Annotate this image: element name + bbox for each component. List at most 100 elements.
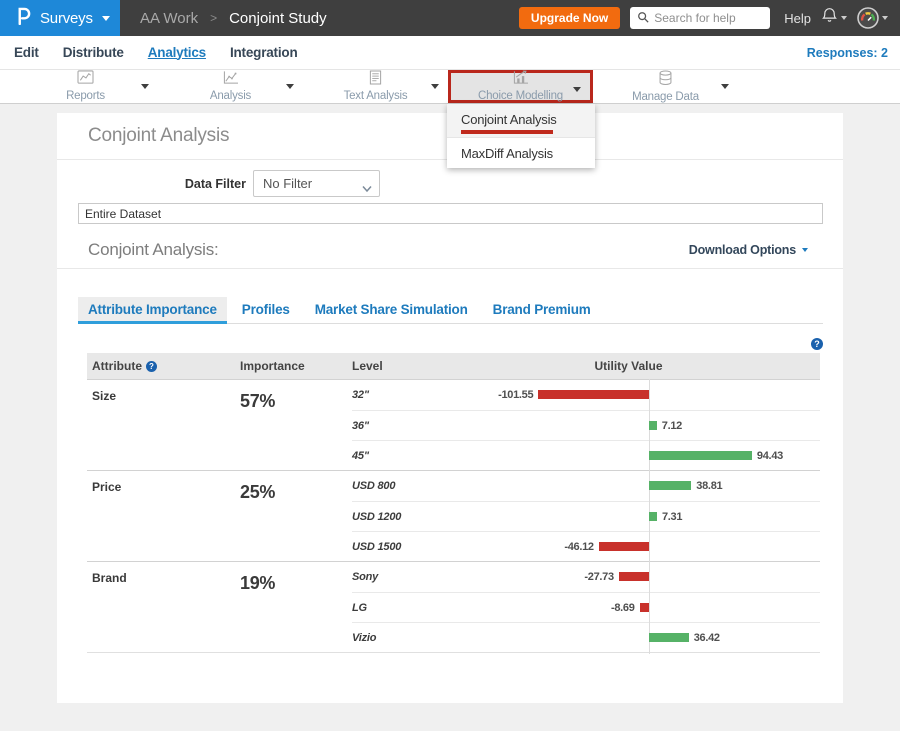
upgrade-now-button[interactable]: Upgrade Now [518, 7, 621, 29]
toolbar-item-label: Reports [66, 90, 105, 103]
attribute-group-size: Size 57% 32" -101.55 36" 7.12 45" 94.43 [87, 379, 820, 472]
nav-item-analytics[interactable]: Analytics [147, 44, 206, 60]
product-switcher[interactable]: Surveys [0, 0, 120, 36]
toolbar-item-label: Text Analysis [343, 90, 408, 103]
utility-bar-cell: 7.12 [437, 410, 820, 442]
table-header-row: Attribute? Importance Level Utility Valu… [87, 353, 820, 379]
utility-value-label: 36.42 [693, 632, 720, 644]
toolbar-item-label: Manage Data [632, 90, 699, 103]
table-help-icon[interactable]: ? [811, 338, 823, 350]
chevron-down-icon [362, 181, 372, 193]
utility-value-label: 94.43 [756, 450, 783, 462]
chevron-down-icon[interactable] [431, 84, 439, 89]
breadcrumb-folder[interactable]: AA Work [140, 9, 199, 27]
level-name: Sony [352, 571, 379, 583]
chevron-down-icon [802, 248, 808, 252]
importance-value: 57% [240, 391, 276, 411]
toolbar-item-label: Choice Modelling [477, 90, 563, 103]
utility-value-label: 38.81 [696, 480, 723, 492]
toolbar-item-label: Analysis [209, 90, 252, 103]
column-header-level: Level [352, 359, 383, 373]
download-options-button[interactable]: Download Options [689, 243, 808, 257]
nav-item-edit[interactable]: Edit [14, 44, 39, 60]
responses-count[interactable]: Responses: 2 [806, 45, 888, 60]
chevron-down-icon [882, 16, 888, 20]
utility-value-label: -101.55 [498, 389, 534, 401]
level-name: Vizio [352, 632, 377, 644]
chevron-down-icon[interactable] [721, 84, 729, 89]
importance-value: 19% [240, 573, 276, 593]
positive-utility-bar [649, 451, 752, 460]
level-row: USD 800 38.81 [352, 470, 820, 502]
nav-item-distribute[interactable]: Distribute [62, 44, 124, 60]
product-menu-label: Surveys [40, 9, 93, 27]
toolbar-item-analysis[interactable]: Analysis [158, 70, 303, 103]
level-row: 45" 94.43 [352, 440, 820, 472]
divider [57, 268, 843, 269]
attribute-help-icon[interactable]: ? [146, 360, 157, 372]
level-name: USD 1500 [352, 541, 402, 553]
utility-bar-cell: -27.73 [437, 561, 820, 593]
bell-icon [821, 7, 838, 29]
analytics-toolbar: Reports Analysis Text Analysis Choice Model… [0, 70, 900, 104]
help-link[interactable]: Help [784, 10, 811, 26]
column-header-utility: Utility Value [594, 359, 663, 373]
tab-profiles[interactable]: Profiles [241, 302, 290, 317]
toolbar-item-reports[interactable]: Reports [13, 70, 158, 103]
positive-utility-bar [649, 481, 692, 490]
search-placeholder: Search for help [654, 11, 736, 25]
top-header: Surveys AA Work > Conjoint Study Upgrade… [0, 0, 900, 36]
data-filter-select[interactable]: No Filter [253, 170, 380, 197]
account-menu[interactable] [857, 7, 888, 29]
zero-axis-line [649, 531, 650, 563]
level-row: 36" 7.12 [352, 410, 820, 442]
section-header: Conjoint Analysis: Download Options [88, 238, 808, 262]
toolbar-item-manage-data[interactable]: Manage Data [593, 70, 738, 103]
level-row: 32" -101.55 [352, 379, 820, 411]
utility-bar-cell: 7.31 [437, 501, 820, 533]
menu-item-maxdiff-analysis[interactable]: MaxDiff Analysis [447, 138, 595, 168]
help-search-input[interactable]: Search for help [630, 7, 771, 29]
utility-bar-cell: 38.81 [437, 470, 820, 502]
level-row: Vizio 36.42 [352, 622, 820, 654]
data-filter-row: Data Filter No Filter [57, 170, 843, 197]
menu-item-label: MaxDiff Analysis [461, 146, 553, 161]
toolbar-item-choice-modelling[interactable]: Choice Modelling [448, 70, 593, 103]
level-row: USD 1500 -46.12 [352, 531, 820, 563]
menu-item-conjoint-analysis[interactable]: Conjoint Analysis [447, 104, 595, 138]
zero-axis-line [649, 561, 650, 593]
database-icon [658, 70, 673, 90]
dataset-field[interactable] [78, 203, 823, 224]
utility-bar-cell: 36.42 [437, 622, 820, 654]
tab-market-share-simulation[interactable]: Market Share Simulation [314, 302, 468, 317]
avatar [857, 7, 879, 29]
tab-brand-premium[interactable]: Brand Premium [492, 302, 591, 317]
toolbar-item-text-analysis[interactable]: Text Analysis [303, 70, 448, 103]
chevron-down-icon [101, 15, 110, 21]
utility-value-label: -27.73 [584, 571, 614, 583]
chevron-down-icon[interactable] [141, 84, 149, 89]
attribute-group-brand: Brand 19% Sony -27.73 LG -8.69 Vizio 36.42 [87, 561, 820, 654]
level-name: USD 800 [352, 480, 396, 492]
zero-axis-line [649, 379, 650, 411]
bar-chart-arrow-icon [512, 70, 529, 89]
column-header-importance: Importance [240, 359, 305, 373]
utility-bar-cell: -46.12 [437, 531, 820, 563]
notifications-menu[interactable] [821, 7, 847, 29]
tab-attribute-importance[interactable]: Attribute Importance [78, 297, 227, 324]
line-chart-icon [77, 70, 94, 89]
levels-block: USD 800 38.81 USD 1200 7.31 USD 1500 -46.12 [352, 470, 820, 563]
breadcrumb-current: Conjoint Study [229, 9, 327, 27]
utility-bar-cell: -101.55 [437, 379, 820, 411]
level-name: 45" [352, 450, 369, 462]
chevron-down-icon[interactable] [573, 87, 581, 92]
attribute-name: Brand [92, 571, 127, 585]
data-filter-value: No Filter [263, 176, 313, 191]
positive-utility-bar [649, 633, 689, 642]
section-title: Conjoint Analysis: [88, 240, 219, 259]
utility-value-label: -46.12 [564, 541, 594, 553]
level-name: LG [352, 602, 367, 614]
nav-item-integration[interactable]: Integration [229, 44, 298, 60]
chevron-down-icon[interactable] [286, 84, 294, 89]
level-row: Sony -27.73 [352, 561, 820, 593]
